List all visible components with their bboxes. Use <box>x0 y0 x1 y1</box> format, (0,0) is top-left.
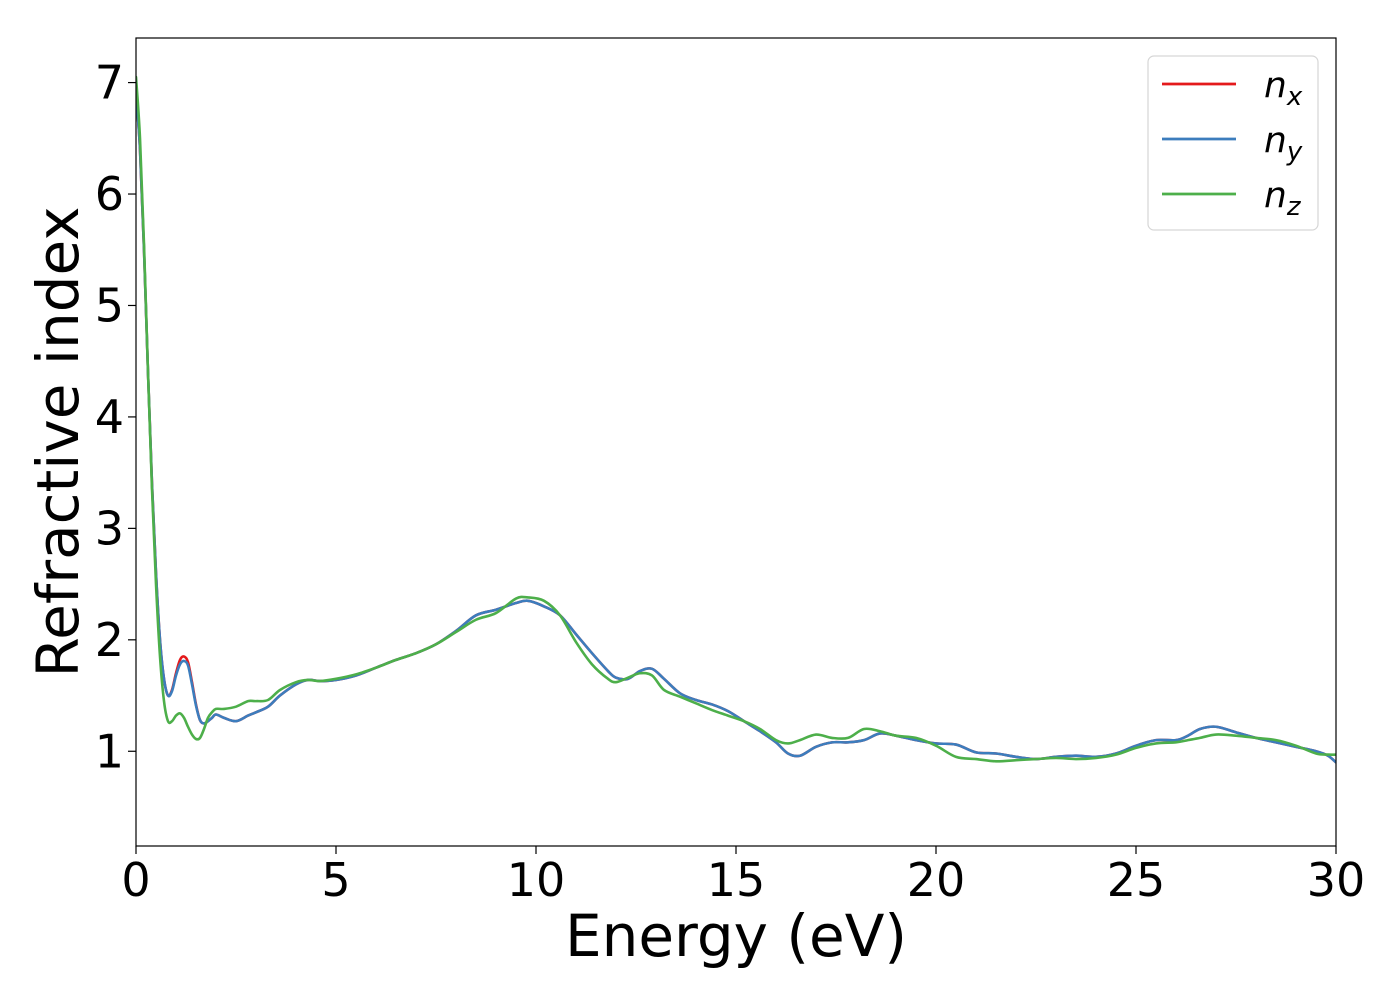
x-axis-label: Energy (eV) <box>565 902 907 970</box>
x-tick-label: 15 <box>707 853 766 907</box>
y-tick-label: 4 <box>95 390 124 444</box>
x-tick-label: 20 <box>907 853 966 907</box>
y-axis-ticks: 1 2 3 4 5 6 7 <box>95 56 136 778</box>
x-tick-label: 5 <box>321 853 350 907</box>
x-tick-label: 10 <box>507 853 566 907</box>
legend-box <box>1147 55 1319 231</box>
y-tick-label: 1 <box>95 724 124 778</box>
legend-label-subscript: y <box>1286 137 1303 167</box>
legend-label-base: n <box>1264 65 1287 106</box>
y-tick-label: 7 <box>95 56 124 110</box>
x-tick-label: 30 <box>1307 853 1366 907</box>
legend-label-y: ny <box>1264 120 1303 167</box>
legend-label-x: nx <box>1264 65 1303 112</box>
series-layer <box>136 75 1336 764</box>
series-line-y <box>136 92 1336 764</box>
x-axis-ticks: 0 5 10 15 20 25 30 <box>121 846 1365 907</box>
series-line-z <box>136 75 1336 763</box>
x-tick-label: 25 <box>1107 853 1166 907</box>
y-axis-label: Refractive index <box>24 206 92 677</box>
y-tick-label: 6 <box>95 167 124 221</box>
y-tick-label: 5 <box>95 278 124 332</box>
legend-label-z: nz <box>1264 175 1302 222</box>
x-tick-label: 0 <box>121 853 150 907</box>
legend-label-subscript: x <box>1286 82 1303 112</box>
y-tick-label: 2 <box>95 613 124 667</box>
y-tick-label: 3 <box>95 501 124 555</box>
legend-label-base: n <box>1264 120 1287 161</box>
legend-label-subscript: z <box>1286 192 1302 222</box>
legend-label-base: n <box>1264 175 1287 216</box>
